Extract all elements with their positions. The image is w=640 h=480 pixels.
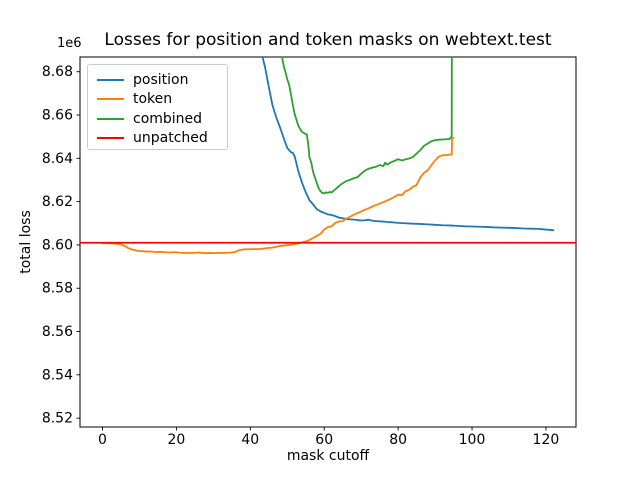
legend-item-position: position xyxy=(97,70,219,90)
y-tick-label: 8.64 xyxy=(42,151,73,167)
legend-label: position xyxy=(133,71,189,88)
legend-label: token xyxy=(133,91,173,108)
y-tick-label: 8.56 xyxy=(42,324,73,340)
x-tick-label: 120 xyxy=(533,432,560,448)
x-tick-label: 60 xyxy=(315,432,333,448)
y-tick-label: 8.68 xyxy=(42,64,73,80)
x-tick-label: 100 xyxy=(459,432,486,448)
legend-swatch-unpatched xyxy=(97,137,124,140)
legend-label: combined xyxy=(133,110,203,127)
legend-swatch-position xyxy=(97,78,124,81)
series-line-combined xyxy=(281,57,453,195)
x-tick-label: 80 xyxy=(389,432,407,448)
legend-item-combined: combined xyxy=(97,109,219,129)
x-axis-label: mask cutoff xyxy=(286,448,370,464)
y-tick-label: 8.54 xyxy=(42,367,73,383)
x-tick-label: 20 xyxy=(167,432,185,448)
x-tick-label: 40 xyxy=(241,432,259,448)
chart-title: Losses for position and token masks on w… xyxy=(104,30,552,50)
y-axis-offset-text: 1e6 xyxy=(57,36,82,51)
y-tick-label: 8.66 xyxy=(42,108,73,124)
y-axis-label: total loss xyxy=(18,210,34,274)
series-line-token xyxy=(101,136,455,255)
y-tick-label: 8.58 xyxy=(42,281,73,297)
y-tick-label: 8.60 xyxy=(42,237,73,253)
y-tick-label: 8.62 xyxy=(42,194,73,210)
legend-item-unpatched: unpatched xyxy=(97,129,219,149)
x-tick-label: 0 xyxy=(98,432,107,448)
y-tick-label: 8.52 xyxy=(42,411,73,427)
series-line-position xyxy=(261,57,555,232)
legend: position token combined unpatched xyxy=(87,64,228,150)
legend-swatch-combined xyxy=(97,117,124,120)
legend-item-token: token xyxy=(97,90,219,110)
legend-swatch-token xyxy=(97,98,124,101)
legend-label: unpatched xyxy=(133,130,208,147)
